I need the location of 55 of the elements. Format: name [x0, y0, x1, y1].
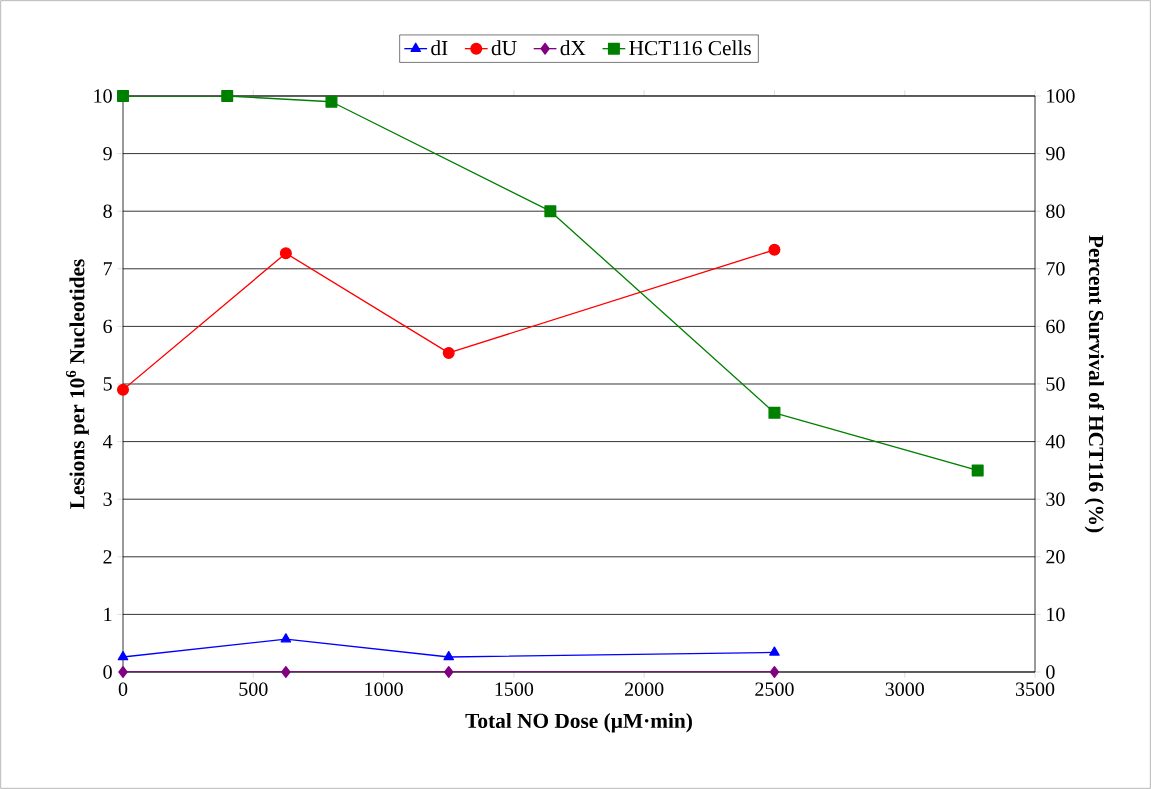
point [768, 406, 781, 419]
x-tick-label: 0 [118, 682, 128, 696]
y-tick-label: 7 [103, 262, 113, 276]
y2-tick-label: 10 [1047, 607, 1065, 622]
x-tick-label: 2500 [755, 682, 794, 696]
x-tick-label: 3000 [885, 682, 924, 696]
point [769, 646, 780, 656]
point [279, 247, 292, 260]
y-tick-label: 3 [103, 492, 112, 506]
legend-label: dU [491, 40, 517, 56]
point [281, 666, 291, 678]
y2-tick-label: 40 [1045, 434, 1065, 449]
y2-tick-label: 0 [1046, 665, 1055, 679]
y2-axis-title: Percent Survival of HCT116 (%) [1084, 235, 1105, 533]
legend-label: dI [431, 40, 448, 56]
x-tick-label: 1500 [495, 682, 534, 696]
y-tick-label: 0 [103, 665, 112, 679]
legend-label: HCT116 Cells [629, 40, 751, 56]
y-tick-label: 9 [103, 146, 112, 161]
y-tick-label: 10 [94, 89, 112, 103]
y-tick-label: 6 [103, 319, 113, 334]
y2-tick-label: 50 [1046, 377, 1065, 391]
x-tick-label: 3500 [1015, 682, 1055, 696]
y-tick-label: 2 [103, 550, 112, 564]
point [971, 464, 984, 477]
x-axis-title: Total NO Dose (µM·min) [465, 713, 692, 733]
point [117, 89, 130, 102]
point [117, 651, 129, 661]
y2-tick-label: 100 [1047, 89, 1075, 103]
y-tick-label: 8 [103, 204, 112, 218]
point [325, 95, 338, 108]
y-tick-label: 1 [104, 607, 112, 621]
y-tick-label: 5 [103, 377, 112, 391]
y2-tick-label: 90 [1046, 146, 1065, 161]
point [442, 346, 455, 359]
point [118, 666, 128, 678]
x-tick-label: 500 [239, 682, 268, 696]
y2-tick-label: 60 [1046, 319, 1065, 334]
y2-tick-label: 20 [1046, 550, 1065, 564]
legend-label: dX [560, 40, 586, 56]
point [443, 651, 455, 661]
y-axis-title: Lesions per 10$^{6}$ Nucleotides [65, 259, 89, 509]
x-tick-label: 2000 [625, 682, 664, 696]
point [444, 666, 454, 678]
point [280, 633, 292, 643]
point [769, 666, 780, 678]
y2-tick-label: 70 [1046, 262, 1065, 276]
point [544, 205, 557, 218]
point [221, 89, 234, 102]
x-tick-label: 1000 [365, 682, 403, 696]
y2-tick-label: 80 [1046, 204, 1065, 218]
point [768, 243, 781, 256]
y-tick-label: 4 [103, 435, 113, 449]
point [117, 383, 130, 396]
y2-tick-label: 30 [1046, 492, 1065, 506]
